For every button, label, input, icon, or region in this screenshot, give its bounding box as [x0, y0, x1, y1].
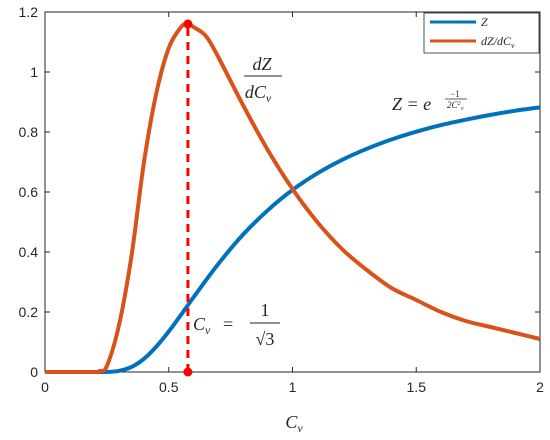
- x-tick-label: 1.5: [407, 379, 427, 395]
- legend-label-z: Z: [481, 15, 488, 29]
- derivative-annotation: dZ dCv: [244, 54, 282, 105]
- cv-numerator: 1: [261, 300, 270, 320]
- z-formula-annotation: Z = e −1 2C2 v: [392, 89, 467, 114]
- y-tick-label: 1: [30, 64, 38, 80]
- y-tick-label: 1.2: [19, 4, 39, 20]
- x-tick-label: 2: [536, 379, 544, 395]
- cv-annotation: Cv = 1 √3: [193, 300, 280, 349]
- y-tick-label: 0.2: [19, 304, 39, 320]
- x-axis-label-sub: v: [297, 421, 303, 435]
- z-exp-numerator: −1: [450, 89, 460, 99]
- cv-denominator: √3: [256, 329, 275, 349]
- cv-lhs: Cv: [193, 314, 211, 337]
- x-axis-label: Cv: [285, 412, 303, 435]
- x-tick-label: 1: [289, 379, 297, 395]
- x-tick-label: 0: [41, 379, 49, 395]
- y-tick-label: 0.6: [19, 184, 39, 200]
- y-tick-label: 0.8: [19, 124, 39, 140]
- marker-base-point: [183, 367, 193, 377]
- legend-box: [423, 12, 540, 54]
- z-exp-sub: v: [461, 106, 464, 112]
- peak-marker: [183, 19, 193, 377]
- series-line-1: [44, 21, 541, 375]
- marker-peak-point: [183, 19, 193, 29]
- derivative-denominator: dCv: [245, 82, 272, 105]
- z-formula-lhs: Z = e: [392, 94, 431, 114]
- y-tick-label: 0: [30, 364, 38, 380]
- y-tick-label: 0.4: [19, 244, 39, 260]
- derivative-numerator: dZ: [252, 54, 272, 74]
- legend: Z dZ/dCv: [423, 12, 540, 54]
- x-tick-label: 0.5: [159, 379, 179, 395]
- z-exp-denominator: 2C2: [447, 100, 461, 110]
- axis-ticks: 0 0.5 1 1.5 2 0 0.2 0.4 0.6 0.8 1 1.2: [19, 4, 545, 395]
- series-line-0: [44, 105, 541, 375]
- legend-label-dz: dZ/dCv: [481, 34, 515, 50]
- x-axis-label-main: C: [285, 412, 298, 432]
- cv-equals: =: [223, 314, 233, 334]
- series-lines: [44, 21, 541, 375]
